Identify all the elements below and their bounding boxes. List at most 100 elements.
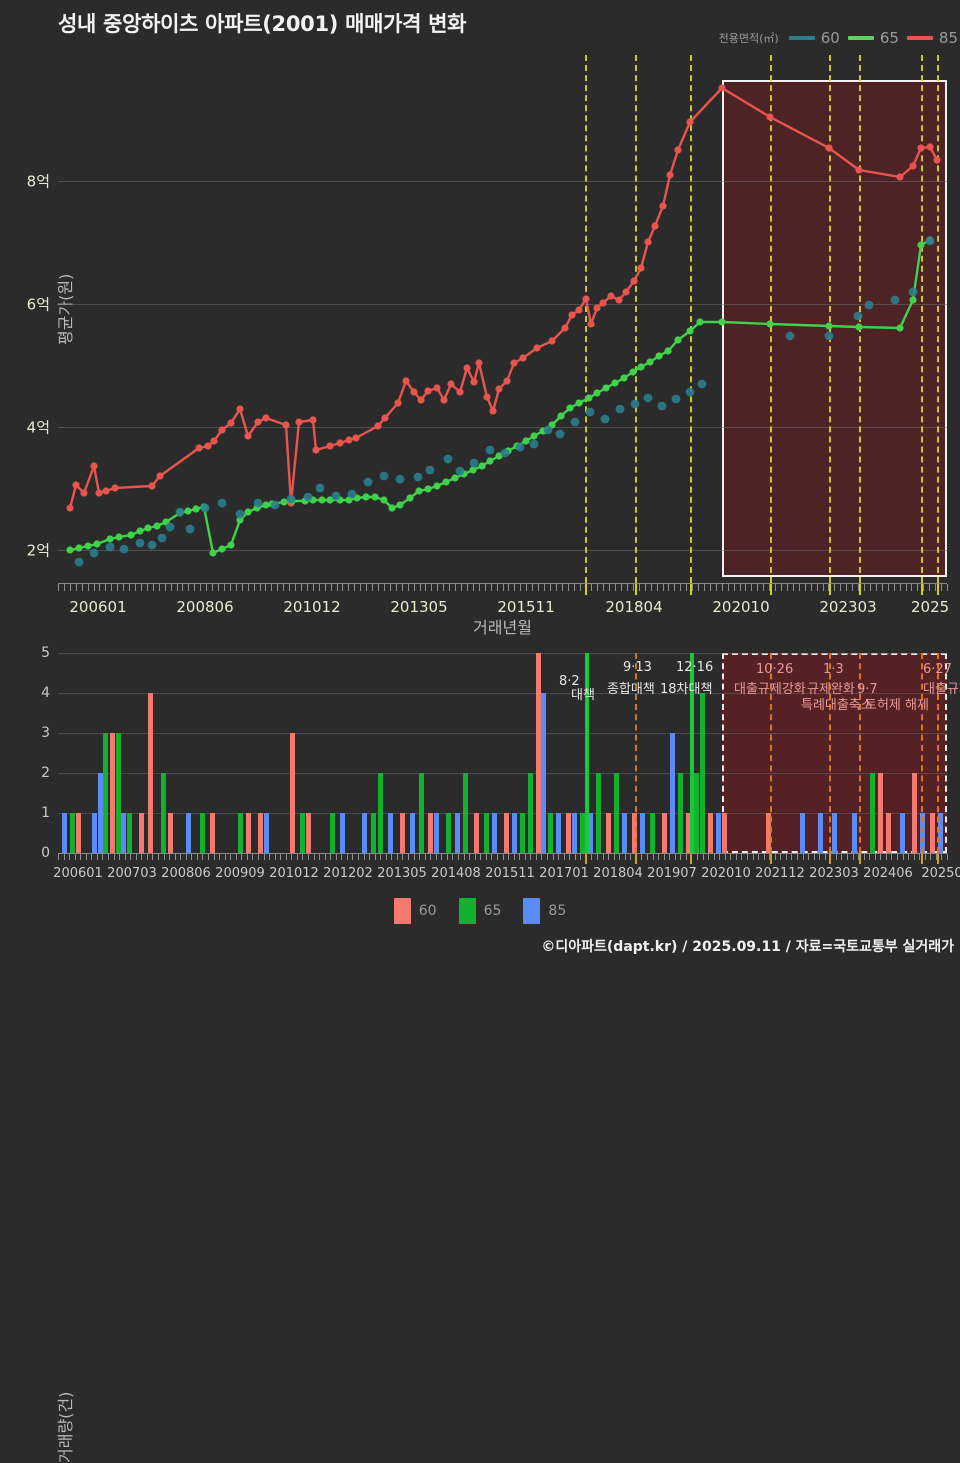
volume-chart-gridline xyxy=(58,733,947,734)
xaxis-minor-tick xyxy=(206,584,208,591)
xaxis-minor-tick xyxy=(348,584,350,591)
xaxis-minor-tick xyxy=(484,584,486,591)
legend-bottom-item-60[interactable]: 60 xyxy=(393,898,437,924)
xaxis2-minor-tick xyxy=(69,854,71,860)
xaxis2-minor-tick xyxy=(319,854,321,860)
volume-chart-ytick: 2 xyxy=(41,765,50,781)
xaxis2-minor-tick xyxy=(235,854,237,860)
xaxis2-minor-tick xyxy=(219,854,221,860)
price-chart-event-line-0 xyxy=(585,55,587,583)
legend-bottom-item-65[interactable]: 65 xyxy=(458,898,502,924)
legend-bottom-item-85[interactable]: 85 xyxy=(523,898,566,924)
price-chart-ytick: 8억 xyxy=(26,172,50,191)
xaxis2-minor-tick xyxy=(430,854,432,860)
volume-bar xyxy=(852,813,857,853)
legend-bottom-label-65: 65 xyxy=(483,903,502,919)
volume-chart-xtick: 200703 xyxy=(107,866,157,881)
xaxis-minor-tick xyxy=(828,584,830,591)
volume-bar xyxy=(588,813,593,853)
price-series-point-60 xyxy=(630,399,640,409)
price-series-point-85 xyxy=(417,396,425,404)
price-series-point-85 xyxy=(561,324,569,332)
xaxis2-minor-tick xyxy=(746,854,748,860)
xaxis2-minor-tick xyxy=(391,854,393,860)
xaxis-minor-tick xyxy=(502,584,504,591)
legend-swatch-60 xyxy=(788,36,815,40)
price-series-point-65 xyxy=(106,535,114,543)
price-chart-event-line-2 xyxy=(690,55,692,583)
price-series-point-85 xyxy=(855,166,863,174)
xaxis2-minor-tick xyxy=(124,854,126,860)
xaxis2-minor-tick xyxy=(880,854,882,860)
xaxis2-minor-tick xyxy=(808,854,810,860)
volume-bar xyxy=(572,813,577,853)
annotation-date-3: 10·26 xyxy=(756,662,794,677)
volume-chart-event-line-2 xyxy=(690,653,694,853)
legend-bottom-swatch-60 xyxy=(393,898,411,924)
volume-chart-xaxis: 200601 200703 200806 200909 201012 201202 2013… xyxy=(53,853,960,881)
price-series-point-85 xyxy=(483,393,491,401)
xaxis-minor-tick xyxy=(182,584,184,591)
xaxis-minor-tick xyxy=(721,584,723,591)
price-chart-xtick: 2025 xyxy=(910,598,950,616)
xaxis-minor-tick xyxy=(745,584,747,591)
xaxis-minor-tick xyxy=(247,584,249,591)
xaxis-minor-tick xyxy=(158,584,160,591)
volume-bar xyxy=(694,773,699,853)
volume-bar xyxy=(446,813,451,853)
xaxis-minor-tick xyxy=(265,584,267,591)
xaxis2-minor-tick xyxy=(474,854,476,860)
price-series-point-65 xyxy=(655,352,663,360)
price-series-point-85 xyxy=(659,202,667,210)
price-series-point-60 xyxy=(303,492,313,502)
price-series-point-60 xyxy=(347,489,357,499)
price-series-point-60 xyxy=(657,401,667,411)
xaxis2-minor-tick xyxy=(680,854,682,860)
legend-item-60[interactable]: 60 xyxy=(788,29,840,47)
price-series-point-85 xyxy=(282,421,290,429)
volume-bar xyxy=(622,813,627,853)
xaxis-minor-tick xyxy=(437,584,439,591)
volume-bar xyxy=(362,813,367,853)
xaxis-minor-tick xyxy=(117,584,119,591)
xaxis-event-tick xyxy=(690,584,692,595)
price-series-point-85 xyxy=(102,487,110,495)
price-series-point-85 xyxy=(433,384,441,392)
xaxis2-minor-tick xyxy=(158,854,159,860)
footer-credit: ©디아파트(dapt.kr) / 2025.09.11 / 자료=국토교통부 실… xyxy=(541,939,954,955)
price-series-point-60 xyxy=(500,448,510,458)
xaxis2-minor-tick xyxy=(435,854,437,860)
volume-bar xyxy=(640,813,645,853)
volume-bar xyxy=(566,813,571,853)
volume-bar xyxy=(258,813,263,853)
legend-item-65[interactable]: 65 xyxy=(847,29,899,47)
volume-bar xyxy=(210,813,215,853)
price-series-point-85 xyxy=(917,144,925,152)
volume-bar xyxy=(434,813,439,853)
xaxis-minor-tick xyxy=(887,584,889,591)
xaxis-minor-tick xyxy=(105,584,107,591)
xaxis2-minor-tick xyxy=(869,854,871,860)
price-series-point-85 xyxy=(440,396,448,404)
legend-item-85[interactable]: 85 xyxy=(906,29,958,47)
xaxis2-minor-tick xyxy=(180,854,182,860)
xaxis-minor-tick xyxy=(680,584,682,591)
xaxis2-minor-tick xyxy=(380,854,382,860)
price-chart-series-layer xyxy=(66,84,941,567)
volume-bar xyxy=(596,773,601,853)
volume-bar xyxy=(548,813,553,853)
xaxis2-minor-tick xyxy=(908,854,910,860)
price-series-point-65 xyxy=(646,358,654,366)
xaxis2-minor-tick xyxy=(108,854,109,860)
xaxis-minor-tick xyxy=(395,584,397,591)
xaxis2-minor-tick xyxy=(624,854,626,860)
xaxis2-minor-tick xyxy=(163,854,165,860)
price-chart-xtick: 202303 xyxy=(819,598,877,616)
price-series-point-60 xyxy=(363,477,373,487)
volume-chart-xtick: 202112 xyxy=(755,866,805,881)
xaxis-minor-tick xyxy=(271,584,273,591)
xaxis2-minor-tick xyxy=(230,854,232,860)
xaxis-minor-tick xyxy=(170,584,172,591)
volume-chart-xtick: 201701 xyxy=(539,866,589,881)
xaxis-minor-tick xyxy=(941,584,943,591)
